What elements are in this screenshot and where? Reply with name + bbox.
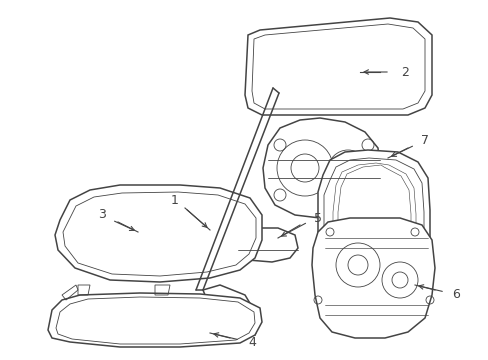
Polygon shape [203,285,260,335]
Polygon shape [244,18,431,115]
Text: 4: 4 [247,337,255,350]
Polygon shape [263,118,379,218]
Text: 5: 5 [313,211,321,225]
Text: 6: 6 [451,288,459,301]
Polygon shape [55,185,262,282]
Polygon shape [317,150,429,320]
Text: 1: 1 [171,194,179,207]
Text: 2: 2 [400,66,408,78]
Polygon shape [311,218,434,338]
Polygon shape [48,293,262,347]
Text: 3: 3 [98,208,106,221]
Text: 7: 7 [420,134,428,147]
Polygon shape [235,228,297,262]
